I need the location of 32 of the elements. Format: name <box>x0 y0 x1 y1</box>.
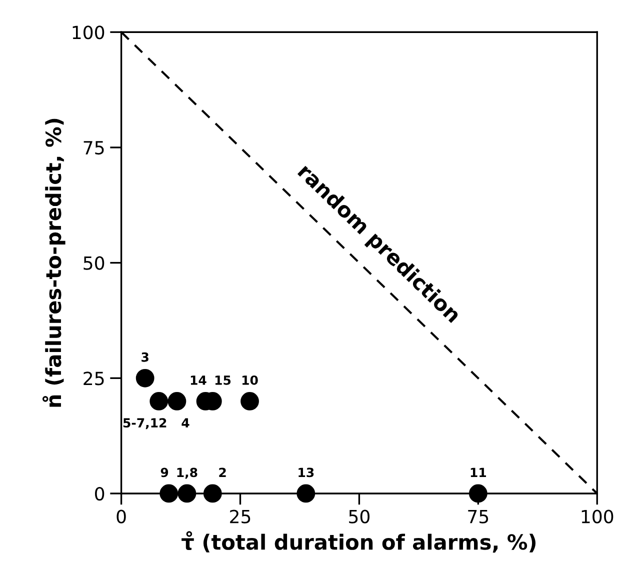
annotation: 11 <box>470 468 486 477</box>
x-tick-label: 100 <box>582 510 614 524</box>
x-tick-label: 0 <box>116 510 126 524</box>
annotation: 9 <box>160 468 168 478</box>
point <box>468 484 488 503</box>
annotation: 14 <box>190 376 206 385</box>
point <box>203 484 222 503</box>
point <box>296 484 316 503</box>
point <box>136 368 154 388</box>
x-axis-title: τ̊ (total duration of alarms, %) <box>182 531 536 553</box>
annotation: 2 <box>219 468 226 477</box>
x-tick-label: 50 <box>349 510 370 524</box>
annotation: 13 <box>298 468 314 478</box>
annotation: 10 <box>242 375 258 385</box>
point <box>240 392 259 410</box>
annotation: 5-7,12 <box>123 418 166 430</box>
point <box>178 484 196 503</box>
annotation: 15 <box>215 376 231 385</box>
annotation: 4 <box>182 418 190 428</box>
point <box>168 392 186 410</box>
x-tick-label: 25 <box>230 510 250 524</box>
annotation: 3 <box>142 352 148 362</box>
y-tick-label: 25 <box>84 372 104 386</box>
y-axis-title: n̊ (failures-to-predict, %) <box>42 118 66 407</box>
y-tick-label: 0 <box>95 486 104 501</box>
y-tick-label: 100 <box>72 26 104 40</box>
x-tick-label: 75 <box>468 510 488 524</box>
y-tick-label: 50 <box>84 256 104 270</box>
point <box>150 392 168 410</box>
annotation: 1,8 <box>177 468 198 479</box>
point <box>160 484 178 503</box>
y-tick-label: 75 <box>84 141 104 155</box>
